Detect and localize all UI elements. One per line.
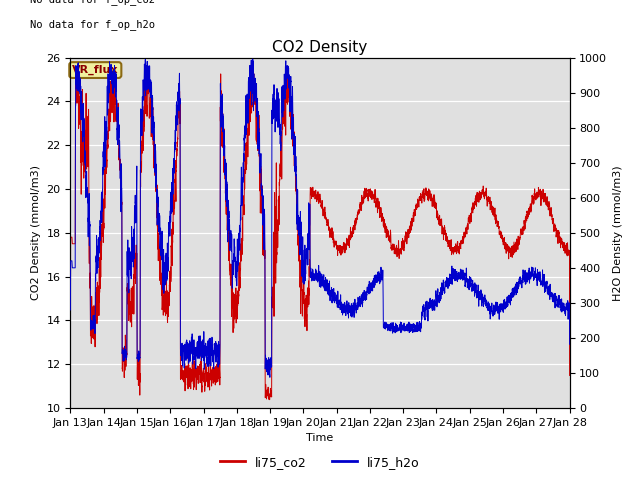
X-axis label: Time: Time <box>307 433 333 443</box>
Legend: li75_co2, li75_h2o: li75_co2, li75_h2o <box>215 451 425 474</box>
Y-axis label: H2O Density (mmol/m3): H2O Density (mmol/m3) <box>613 165 623 300</box>
Text: No data for f_op_co2: No data for f_op_co2 <box>31 0 156 5</box>
Text: No data for f_op_h2o: No data for f_op_h2o <box>31 19 156 30</box>
Y-axis label: CO2 Density (mmol/m3): CO2 Density (mmol/m3) <box>31 165 41 300</box>
Title: CO2 Density: CO2 Density <box>273 40 367 55</box>
Text: VR_flux: VR_flux <box>72 65 118 75</box>
